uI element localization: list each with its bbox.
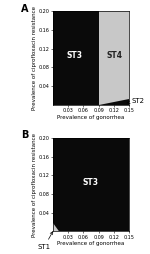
Y-axis label: Prevalence of ciprofloxacin resistance: Prevalence of ciprofloxacin resistance bbox=[32, 6, 37, 110]
Polygon shape bbox=[53, 223, 59, 231]
Text: ST4: ST4 bbox=[107, 51, 123, 60]
Text: B: B bbox=[21, 130, 28, 140]
Text: ST1: ST1 bbox=[37, 232, 53, 250]
Y-axis label: Prevalence of ciprofloxacin resistance: Prevalence of ciprofloxacin resistance bbox=[32, 133, 37, 237]
X-axis label: Prevalence of gonorrhea: Prevalence of gonorrhea bbox=[57, 115, 125, 120]
Bar bbox=[99, 11, 129, 105]
Text: ST2: ST2 bbox=[127, 98, 144, 104]
Text: A: A bbox=[21, 4, 29, 14]
Text: ST3: ST3 bbox=[83, 178, 99, 187]
X-axis label: Prevalence of gonorrhea: Prevalence of gonorrhea bbox=[57, 241, 125, 246]
Polygon shape bbox=[99, 99, 129, 105]
Bar bbox=[53, 11, 99, 105]
Text: ST3: ST3 bbox=[66, 51, 82, 60]
